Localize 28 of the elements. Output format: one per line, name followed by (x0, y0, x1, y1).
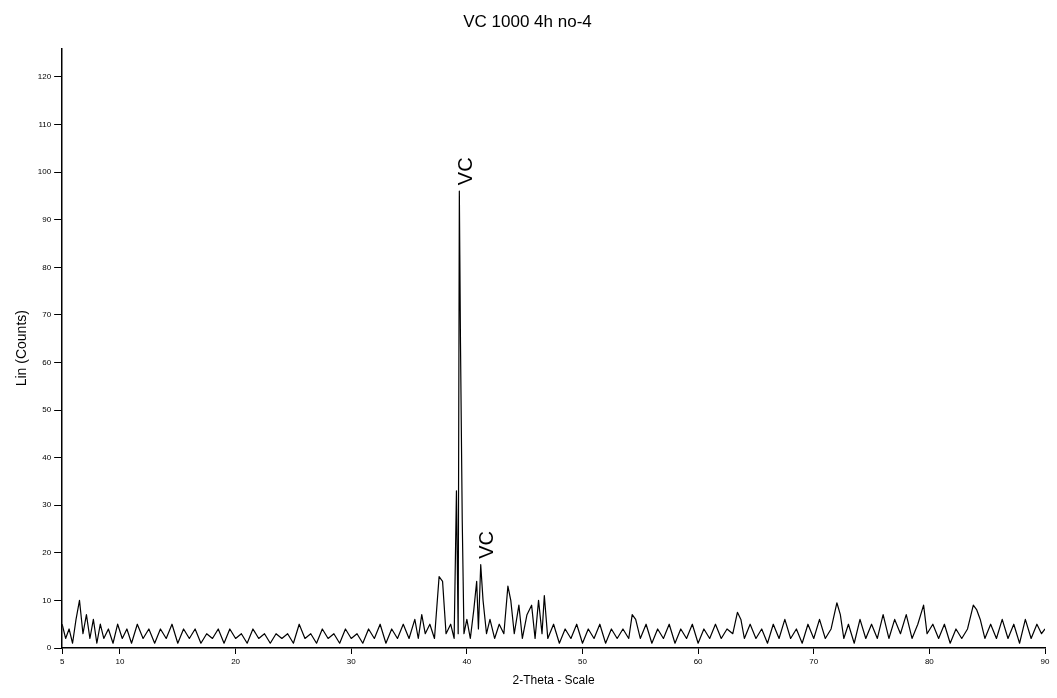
y-tick-label: 90 (42, 214, 52, 224)
y-tick-label: 60 (42, 357, 52, 367)
x-tick-label: 5 (59, 657, 65, 666)
y-tick-label: 40 (42, 452, 52, 462)
y-tick-label: 110 (38, 119, 52, 129)
x-tick-label: 70 (809, 657, 819, 666)
y-tick-label: 50 (42, 405, 52, 415)
annotation: VC (453, 157, 476, 186)
y-tick-label: 20 (42, 548, 52, 558)
y-tick-label: 10 (42, 595, 52, 605)
y-tick-label: 80 (42, 262, 52, 272)
x-tick-label: 20 (231, 657, 241, 666)
y-tick-label: 0 (46, 643, 52, 653)
x-tick-label: 60 (693, 657, 704, 666)
y-tick-label: 100 (37, 167, 52, 177)
y-axis-title: Lin (Counts) (13, 310, 30, 387)
x-tick-label: 80 (924, 657, 935, 666)
x-tick-label: 50 (578, 657, 588, 666)
x-axis-title: 2-Theta - Scale (512, 673, 595, 688)
x-tick-label: 10 (115, 657, 125, 666)
y-tick-label: 70 (42, 310, 52, 320)
annotation: VC (475, 530, 498, 559)
y-tick-label: 120 (37, 72, 52, 82)
chart-title: VC 1000 4h no-4 (463, 11, 592, 31)
x-tick-label: 40 (462, 657, 472, 666)
y-tick-label: 30 (42, 500, 52, 510)
x-tick-label: 90 (1040, 657, 1050, 666)
x-tick-label: 30 (346, 657, 357, 666)
